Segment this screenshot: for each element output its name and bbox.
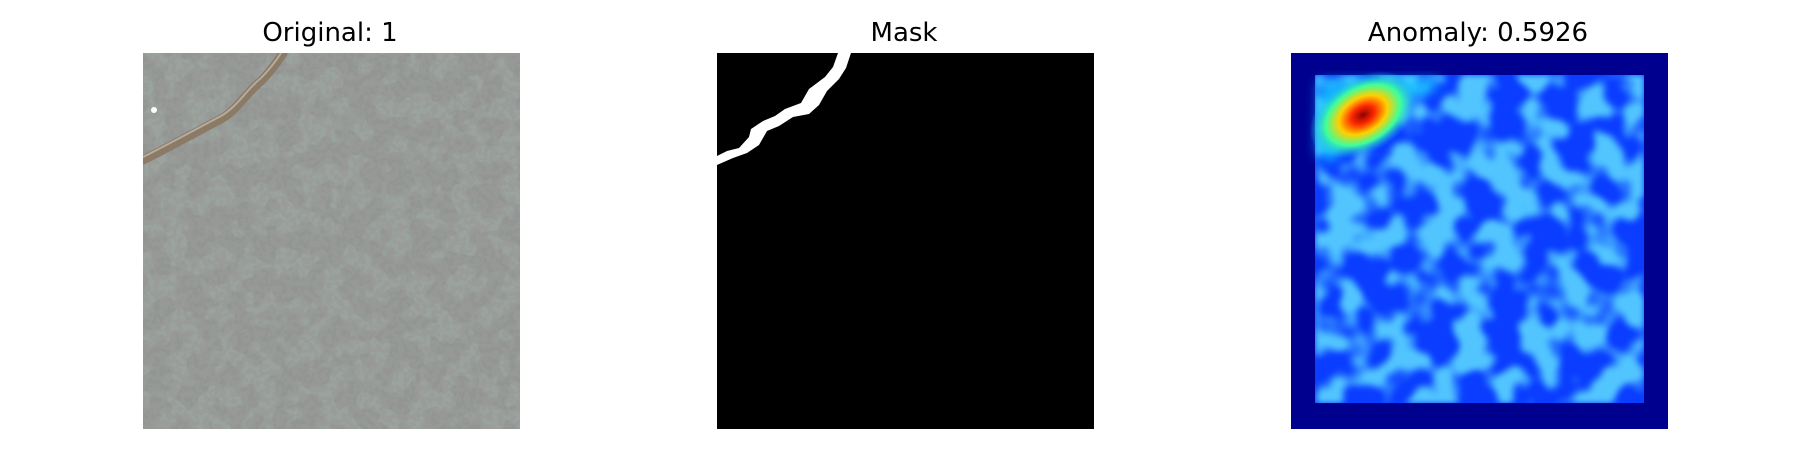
tile-fine-spots <box>143 53 520 429</box>
mask-panel-title: Mask <box>870 18 938 48</box>
mask-canvas <box>717 53 1094 429</box>
anomaly-heatmap <box>1291 53 1668 429</box>
heatmap-canvas <box>1291 53 1668 429</box>
anomaly-panel-title: Anomaly: 0.5926 <box>1367 18 1589 48</box>
original-panel-title: Original: 1 <box>262 18 398 48</box>
original-image <box>143 53 520 429</box>
crack-defect <box>143 53 288 165</box>
mask-image <box>717 53 1094 429</box>
crack-highlight <box>143 53 283 158</box>
mask-background <box>717 53 1094 429</box>
original-tile-texture <box>143 53 520 429</box>
heatmap-hotspot <box>1309 71 1417 159</box>
white-speck <box>151 107 157 113</box>
mask-defect-region <box>717 53 851 165</box>
